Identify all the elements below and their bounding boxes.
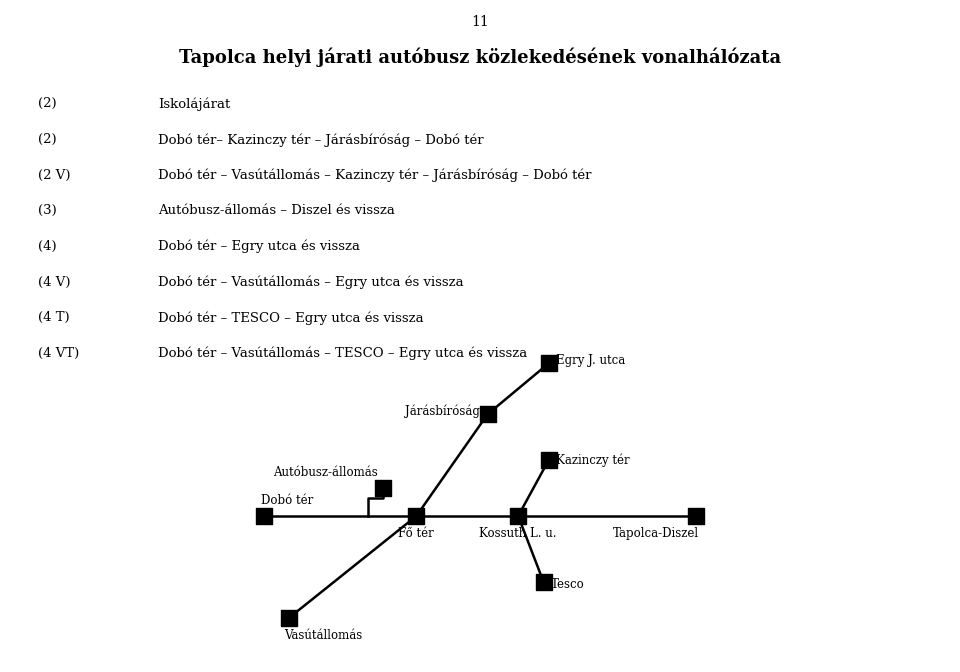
- Text: Kossuth L. u.: Kossuth L. u.: [479, 528, 557, 540]
- Point: [688, 511, 704, 521]
- Text: Fő tér: Fő tér: [398, 528, 434, 540]
- Text: Dobó tér – Vasútállomás – Egry utca és vissza: Dobó tér – Vasútállomás – Egry utca és v…: [158, 276, 464, 289]
- Text: Tapolca-Diszel: Tapolca-Diszel: [612, 528, 699, 540]
- Text: (4): (4): [38, 240, 57, 253]
- Point: [541, 455, 557, 466]
- Text: 11: 11: [471, 15, 489, 29]
- Text: Tapolca helyi járati autóbusz közlekedésének vonalhálózata: Tapolca helyi járati autóbusz közlekedés…: [179, 47, 781, 67]
- Text: Tesco: Tesco: [551, 578, 585, 591]
- Text: Egry J. utca: Egry J. utca: [557, 354, 626, 367]
- Text: Dobó tér – TESCO – Egry utca és vissza: Dobó tér – TESCO – Egry utca és vissza: [158, 311, 424, 325]
- Text: (2 V): (2 V): [38, 169, 71, 181]
- Point: [256, 511, 272, 521]
- Text: Dobó tér – Vasútállomás – Kazinczy tér – Járásbíróság – Dobó tér: Dobó tér – Vasútállomás – Kazinczy tér –…: [158, 169, 592, 182]
- Point: [281, 612, 297, 623]
- Point: [511, 511, 526, 521]
- Point: [541, 358, 557, 369]
- Text: Autóbusz-állomás – Diszel és vissza: Autóbusz-állomás – Diszel és vissza: [158, 204, 396, 217]
- Text: Dobó tér– Kazinczy tér – Járásbíróság – Dobó tér: Dobó tér– Kazinczy tér – Járásbíróság – …: [158, 133, 484, 146]
- Point: [409, 511, 424, 521]
- Text: Autóbusz-állomás: Autóbusz-állomás: [274, 466, 378, 479]
- Text: Vasútállomás: Vasútállomás: [284, 629, 362, 642]
- Point: [536, 577, 551, 587]
- Text: Dobó tér: Dobó tér: [261, 494, 313, 507]
- Text: Kazinczy tér: Kazinczy tér: [557, 454, 630, 467]
- Text: (3): (3): [38, 204, 58, 217]
- Text: Járásbíróság: Járásbíróság: [405, 405, 480, 419]
- Text: (4 VT): (4 VT): [38, 347, 80, 360]
- Text: Iskolájárat: Iskolájárat: [158, 97, 230, 111]
- Text: Dobó tér – Vasútállomás – TESCO – Egry utca és vissza: Dobó tér – Vasútállomás – TESCO – Egry u…: [158, 347, 528, 360]
- Text: (2): (2): [38, 97, 57, 110]
- Text: (2): (2): [38, 133, 57, 146]
- Point: [375, 482, 391, 493]
- Point: [480, 409, 495, 419]
- Text: (4 V): (4 V): [38, 276, 71, 288]
- Text: (4 T): (4 T): [38, 311, 70, 324]
- Text: Dobó tér – Egry utca és vissza: Dobó tér – Egry utca és vissza: [158, 240, 360, 253]
